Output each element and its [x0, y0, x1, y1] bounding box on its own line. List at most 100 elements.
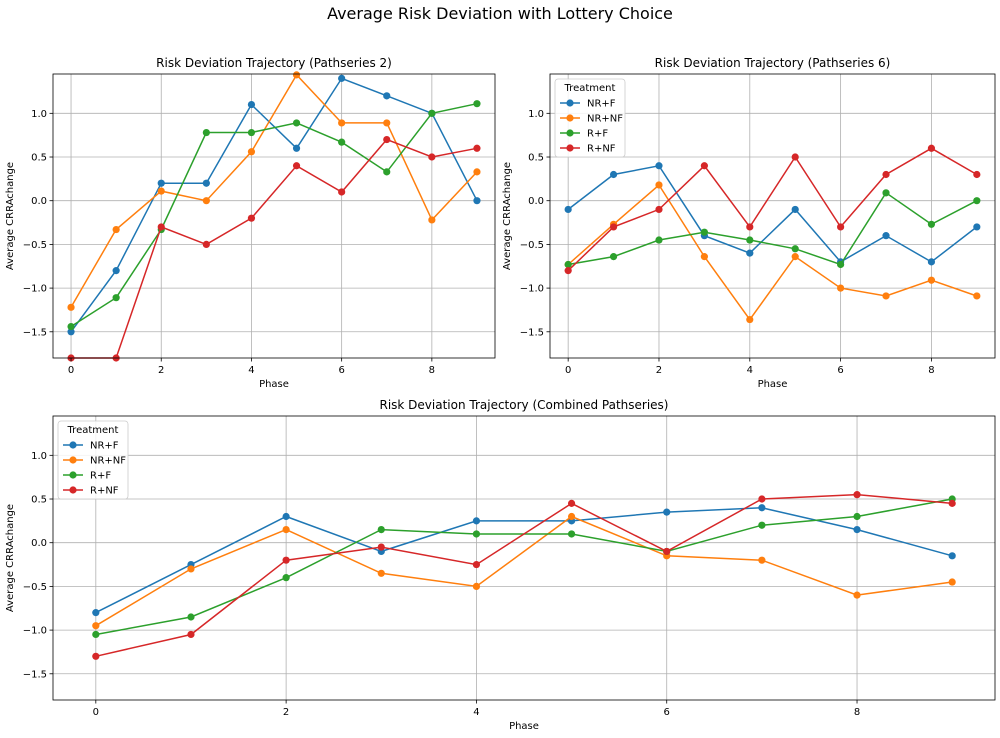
series-line-nr-f [70, 77, 478, 333]
data-point-r-nf [609, 223, 618, 231]
data-point-nr-nf [473, 168, 481, 176]
data-point-r-f [282, 574, 290, 582]
data-point-r-f [564, 260, 572, 269]
data-point-r-nf [700, 162, 708, 170]
x-tick-label: 4 [248, 365, 254, 376]
data-point-nr-f [882, 232, 890, 240]
data-point-r-nf [837, 223, 845, 231]
x-tick-label: 8 [928, 365, 934, 376]
data-point-nr-f [383, 92, 391, 100]
data-point-r-f [973, 197, 981, 205]
data-point-nr-nf [927, 276, 936, 284]
data-point-nr-nf [746, 315, 754, 324]
y-tick-label: 1.0 [31, 109, 47, 120]
y-tick-label: 0.0 [528, 196, 544, 207]
data-point-r-f [92, 630, 100, 639]
x-tick-label: 2 [656, 365, 662, 376]
data-point-r-f [837, 260, 845, 269]
y-tick-label: −0.5 [23, 582, 47, 593]
subplot-title: Risk Deviation Trajectory (Pathseries 2) [156, 56, 392, 70]
y-tick-label: −1.0 [520, 284, 544, 295]
axes-frame [52, 73, 496, 359]
data-point-r-f [853, 512, 861, 521]
legend-marker-r-f [69, 471, 77, 479]
series-group [92, 491, 956, 660]
data-point-r-nf [758, 495, 766, 503]
y-tick-label: −1.0 [23, 284, 47, 295]
data-point-nr-f [609, 170, 618, 179]
y-axis-label: Average CRRAchange [5, 162, 16, 270]
x-axis-label: Phase [259, 379, 289, 390]
series-group [564, 144, 981, 324]
data-point-r-f [187, 613, 195, 621]
data-point-r-f [791, 245, 799, 253]
legend-entry-nr-nf: NR+NF [90, 456, 126, 467]
x-axis-label: Phase [509, 721, 539, 732]
subplot-title: Risk Deviation Trajectory (Combined Path… [379, 398, 668, 412]
data-point-nr-f [67, 328, 75, 336]
data-point-nr-nf [112, 225, 120, 234]
legend-box [57, 420, 129, 500]
data-point-nr-nf [187, 565, 195, 573]
data-point-r-f [383, 168, 391, 176]
legend-marker-nr-f [566, 99, 574, 107]
data-point-r-f [202, 128, 210, 137]
data-point-r-nf [187, 630, 195, 639]
x-tick-label: 6 [338, 365, 344, 376]
x-tick-label: 6 [837, 365, 843, 376]
y-tick-label: 0.5 [31, 495, 47, 506]
data-point-nr-f [758, 504, 766, 512]
series-line-nr-nf [70, 73, 478, 308]
data-point-nr-f [948, 552, 956, 560]
data-point-r-f [609, 253, 618, 261]
data-point-nr-nf [157, 187, 165, 195]
y-axis-label: Average CRRAchange [5, 504, 16, 612]
y-tick-label: −0.5 [520, 240, 544, 251]
y-tick-label: 1.0 [528, 109, 544, 120]
data-point-nr-f [791, 205, 799, 214]
data-point-nr-f [282, 512, 290, 521]
data-point-nr-f [564, 205, 572, 214]
data-point-nr-nf [383, 119, 391, 127]
data-point-r-nf [472, 560, 481, 569]
data-point-nr-f [292, 144, 301, 152]
data-point-nr-f [92, 609, 100, 617]
data-point-r-f [292, 119, 301, 127]
y-tick-label: 0.5 [31, 153, 47, 164]
data-point-r-f [882, 189, 890, 197]
data-point-r-nf [973, 170, 981, 179]
series-line-nr-f [95, 507, 953, 614]
data-point-nr-f [157, 179, 165, 187]
subplot-title: Risk Deviation Trajectory (Pathseries 6) [655, 56, 891, 70]
data-point-r-nf [428, 153, 436, 161]
data-point-r-f [112, 294, 120, 302]
data-point-r-nf [791, 153, 799, 161]
data-point-nr-nf [67, 303, 75, 311]
legend-entry-nr-nf: NR+NF [587, 114, 623, 125]
data-point-nr-f [202, 179, 210, 187]
legend-marker-r-f [566, 129, 574, 137]
data-point-nr-nf [282, 526, 290, 534]
data-point-nr-f [973, 223, 981, 231]
legend-entry-r-nf: R+NF [90, 486, 119, 497]
data-point-nr-f [853, 526, 861, 534]
series-line-nr-nf [567, 183, 978, 321]
y-axis-label: Average CRRAchange [502, 162, 513, 270]
legend-entry-r-f: R+F [587, 129, 608, 140]
figure-suptitle: Average Risk Deviation with Lottery Choi… [327, 4, 673, 23]
x-tick-label: 2 [158, 365, 164, 376]
data-point-r-nf [567, 499, 576, 507]
y-tick-label: 0.0 [31, 196, 47, 207]
y-tick-label: −1.5 [520, 327, 544, 338]
legend-entry-nr-f: NR+F [587, 99, 616, 110]
x-tick-label: 0 [565, 365, 571, 376]
axes-frame [549, 73, 996, 359]
data-point-r-nf [882, 170, 890, 179]
y-tick-label: −1.5 [23, 669, 47, 680]
data-point-r-f [338, 138, 346, 146]
data-point-r-f [377, 526, 385, 534]
data-point-r-nf [157, 223, 165, 231]
x-axis-label: Phase [758, 379, 788, 390]
data-point-nr-nf [472, 582, 481, 591]
data-point-r-nf [92, 652, 100, 660]
